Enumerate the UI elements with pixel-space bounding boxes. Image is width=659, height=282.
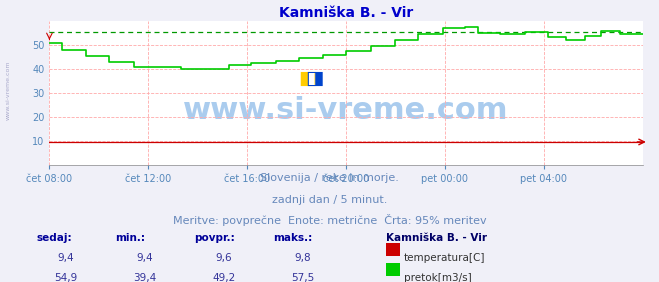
Text: temperatura[C]: temperatura[C] [404, 253, 486, 263]
Text: 49,2: 49,2 [212, 273, 236, 282]
Text: www.si-vreme.com: www.si-vreme.com [183, 96, 509, 125]
Text: 9,6: 9,6 [215, 253, 233, 263]
Text: zadnji dan / 5 minut.: zadnji dan / 5 minut. [272, 195, 387, 204]
Text: 9,8: 9,8 [295, 253, 312, 263]
Text: 9,4: 9,4 [136, 253, 154, 263]
Text: Meritve: povprečne  Enote: metrične  Črta: 95% meritev: Meritve: povprečne Enote: metrične Črta:… [173, 214, 486, 226]
Text: 9,4: 9,4 [57, 253, 74, 263]
Text: Kamniška B. - Vir: Kamniška B. - Vir [386, 233, 486, 243]
Text: maks.:: maks.: [273, 233, 313, 243]
Text: 39,4: 39,4 [133, 273, 157, 282]
Title: Kamniška B. - Vir: Kamniška B. - Vir [279, 6, 413, 20]
Text: min.:: min.: [115, 233, 146, 243]
Text: ◨: ◨ [305, 69, 324, 88]
Text: sedaj:: sedaj: [36, 233, 72, 243]
Text: 54,9: 54,9 [54, 273, 78, 282]
Text: ◧: ◧ [299, 69, 316, 88]
Text: www.si-vreme.com: www.si-vreme.com [5, 61, 11, 120]
Text: pretok[m3/s]: pretok[m3/s] [404, 273, 472, 282]
Text: Slovenija / reke in morje.: Slovenija / reke in morje. [260, 173, 399, 183]
Text: 57,5: 57,5 [291, 273, 315, 282]
Text: povpr.:: povpr.: [194, 233, 235, 243]
